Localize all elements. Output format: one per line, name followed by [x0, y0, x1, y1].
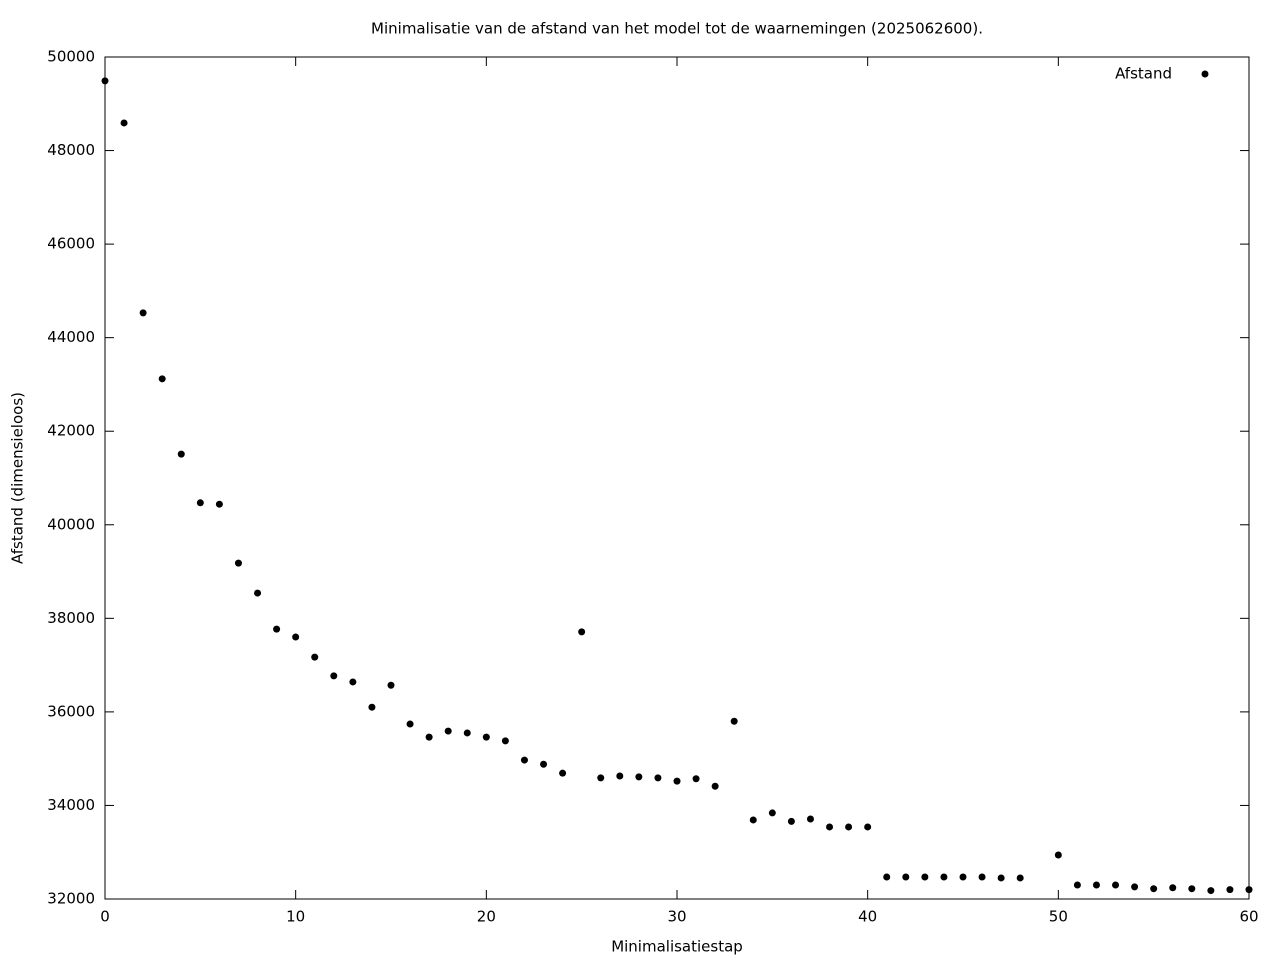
point [120, 119, 128, 127]
point [482, 733, 490, 741]
point [654, 774, 662, 782]
x-tick-label: 60 [1239, 908, 1258, 926]
y-tick-label: 50000 [47, 48, 95, 66]
point [864, 823, 872, 831]
plot-frame [104, 56, 1250, 900]
y-tick-label: 42000 [47, 422, 95, 440]
point [368, 703, 376, 711]
point [540, 760, 548, 768]
point [978, 873, 986, 881]
point [1112, 881, 1120, 889]
legend-label: Afstand [1115, 65, 1172, 83]
point [845, 823, 853, 831]
point [196, 499, 204, 507]
point [768, 809, 776, 817]
y-tick-label: 36000 [47, 702, 95, 720]
point [578, 628, 586, 636]
x-tick-label: 40 [858, 908, 877, 926]
point [616, 772, 624, 780]
point [387, 681, 395, 689]
point [940, 873, 948, 881]
x-axis-label: Minimalisatiestap [611, 938, 743, 956]
point [730, 717, 738, 725]
point [559, 769, 567, 777]
x-tick-label: 10 [286, 908, 305, 926]
legend-marker [1201, 70, 1209, 78]
point [883, 873, 891, 881]
point [311, 653, 319, 661]
point [1169, 884, 1177, 892]
point [959, 873, 967, 881]
point [406, 720, 414, 728]
point [330, 672, 338, 680]
point [1188, 885, 1196, 893]
point [597, 774, 605, 782]
point [635, 773, 643, 781]
point [463, 729, 471, 737]
point [673, 777, 681, 785]
point [921, 873, 929, 881]
point [425, 733, 433, 741]
point [1226, 886, 1234, 894]
point [520, 756, 528, 764]
y-tick-label: 32000 [47, 890, 95, 908]
point [101, 77, 109, 85]
point [349, 678, 357, 686]
x-tick-label: 20 [477, 908, 496, 926]
point [1054, 851, 1062, 859]
point [787, 817, 795, 825]
point [501, 737, 509, 745]
point [444, 727, 452, 735]
x-tick-label: 30 [667, 908, 686, 926]
point [158, 375, 166, 383]
point [711, 782, 719, 790]
point [749, 816, 757, 824]
x-tick-label: 0 [100, 908, 110, 926]
x-tick-label: 50 [1049, 908, 1068, 926]
y-tick-label: 46000 [47, 235, 95, 253]
point [997, 874, 1005, 882]
chart-title: Minimalisatie van de afstand van het mod… [371, 20, 983, 38]
point [1092, 881, 1100, 889]
point [1016, 874, 1024, 882]
y-tick-label: 38000 [47, 609, 95, 627]
point [1150, 885, 1158, 893]
point [273, 625, 281, 633]
point [254, 589, 262, 597]
point [177, 450, 185, 458]
y-tick-label: 34000 [47, 796, 95, 814]
y-tick-label: 44000 [47, 328, 95, 346]
point [902, 873, 910, 881]
point [692, 775, 700, 783]
point [1245, 886, 1253, 894]
point [1131, 883, 1139, 891]
y-tick-label: 48000 [47, 141, 95, 159]
point [1207, 887, 1215, 895]
y-tick-label: 40000 [47, 515, 95, 533]
point [826, 823, 834, 831]
point [234, 559, 242, 567]
point [215, 500, 223, 508]
point [292, 633, 300, 641]
y-axis-label: Afstand (dimensieloos) [9, 392, 27, 564]
point [806, 815, 814, 823]
point [1073, 881, 1081, 889]
point [139, 309, 147, 317]
